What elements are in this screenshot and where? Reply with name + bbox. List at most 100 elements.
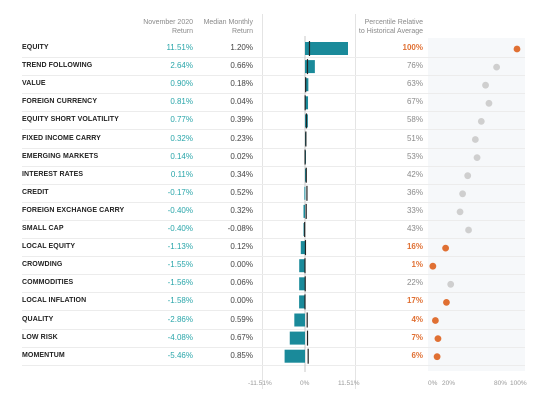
- percentile-dot: [456, 208, 464, 216]
- factor-name: EQUITY: [22, 44, 49, 51]
- row-divider: [22, 364, 525, 366]
- return-bar: [299, 295, 305, 309]
- row-divider: [22, 328, 525, 330]
- median-return-value: 0.12%: [230, 242, 253, 252]
- return-value: 0.14%: [170, 151, 193, 161]
- return-value: 11.51%: [166, 43, 193, 52]
- factor-name: FIXED INCOME CARRY: [22, 134, 101, 142]
- percentile-column-header: Percentile Relative to Historical Averag…: [330, 18, 423, 36]
- factor-name: FOREIGN EXCHANGE CARRY: [22, 206, 125, 214]
- median-return-value: 0.23%: [230, 133, 253, 143]
- bar-axis-tick-min: -11.51%: [248, 380, 272, 387]
- row-divider: [22, 346, 525, 348]
- percentile-value: 42%: [406, 169, 423, 179]
- median-return-value: 0.32%: [230, 205, 253, 215]
- percentile-dot: [442, 244, 449, 252]
- return-bar: [305, 78, 309, 92]
- factor-name: FOREIGN CURRENCY: [22, 98, 98, 106]
- median-return-value: 0.59%: [230, 314, 253, 324]
- median-return-value: 0.85%: [230, 350, 253, 360]
- table-row: COMMODITIES -1.56% 0.06% 22%: [0, 275, 547, 294]
- return-bar: [289, 331, 305, 345]
- median-return-value: 0.02%: [230, 151, 253, 161]
- percentile-value: 4%: [411, 314, 423, 324]
- percentile-value: 51%: [406, 133, 423, 143]
- median-column-header: Median Monthly Return: [200, 18, 253, 36]
- return-value: 0.77%: [170, 115, 193, 125]
- percentile-dot: [471, 136, 479, 143]
- percentile-value: 17%: [406, 296, 423, 306]
- factor-name: LOCAL EQUITY: [22, 243, 76, 251]
- percentile-value: 100%: [402, 43, 423, 52]
- table-row: EQUITY 11.51% 1.20% 100%: [0, 40, 547, 58]
- factor-name: COMMODITIES: [22, 279, 74, 287]
- median-header-line2: Return: [231, 28, 253, 35]
- return-bar: [305, 42, 348, 55]
- percentile-value: 76%: [406, 61, 423, 71]
- factor-name: LOCAL INFLATION: [22, 297, 87, 305]
- row-divider: [22, 219, 525, 221]
- row-divider: [22, 292, 525, 294]
- factor-name: VALUE: [22, 80, 46, 88]
- percentile-header-line1: Percentile Relative: [364, 19, 423, 26]
- column-divider: [262, 14, 263, 389]
- percentile-dot: [447, 280, 455, 288]
- percentile-dot: [464, 172, 472, 180]
- return-value: 2.64%: [170, 61, 193, 71]
- return-value: 0.90%: [170, 79, 193, 89]
- pct-axis-tick-80: 80%: [494, 380, 508, 387]
- factor-name: SMALL CAP: [22, 225, 64, 232]
- return-value: -5.46%: [167, 350, 193, 360]
- return-bar: [305, 96, 309, 110]
- table-row: LOCAL INFLATION -1.58% 0.00% 17%: [0, 293, 547, 312]
- factor-name: QUALITY: [22, 315, 54, 323]
- factor-name: MOMENTUM: [22, 351, 65, 359]
- row-divider: [22, 75, 525, 77]
- row-divider: [22, 183, 525, 185]
- return-value: 0.11%: [170, 169, 193, 179]
- percentile-dot: [477, 118, 485, 125]
- row-divider: [22, 57, 525, 58]
- row-divider: [22, 310, 525, 312]
- row-divider: [22, 256, 525, 258]
- percentile-dot: [443, 299, 450, 306]
- return-bar: [294, 313, 305, 327]
- table-row: FIXED INCOME CARRY 0.32% 0.23% 51%: [0, 131, 547, 149]
- return-value: -0.40%: [167, 205, 193, 215]
- return-value: -4.08%: [167, 332, 193, 342]
- table-row: INTEREST RATES 0.11% 0.34% 42%: [0, 167, 547, 185]
- row-divider: [22, 274, 525, 276]
- table-row: MOMENTUM -5.46% 0.85% 6%: [0, 348, 547, 366]
- table-row: LOCAL EQUITY -1.13% 0.12% 16%: [0, 239, 547, 258]
- row-divider: [22, 201, 525, 203]
- percentile-value: 58%: [406, 115, 423, 125]
- percentile-value: 67%: [406, 97, 423, 107]
- table-row: FOREIGN EXCHANGE CARRY -0.40% 0.32% 33%: [0, 203, 547, 221]
- return-bar: [300, 241, 305, 255]
- median-header-line1: Median Monthly: [203, 19, 253, 26]
- percentile-dot: [429, 262, 437, 270]
- percentile-dot: [433, 353, 441, 361]
- percentile-dot: [493, 63, 500, 71]
- median-return-value: -0.08%: [227, 224, 253, 233]
- median-return-value: 0.67%: [230, 332, 253, 342]
- pct-axis-tick-20: 20%: [442, 380, 456, 387]
- return-bar: [305, 60, 315, 74]
- percentile-value: 16%: [406, 242, 423, 252]
- table-row: CROWDING -1.55% 0.00% 1%: [0, 257, 547, 276]
- pct-axis-tick-0: 0%: [428, 380, 438, 387]
- factor-name: LOW RISK: [22, 333, 58, 341]
- percentile-header-line2: to Historical Average: [358, 28, 423, 35]
- median-return-value: 0.06%: [230, 278, 253, 288]
- return-header-line1: November 2020: [143, 19, 193, 26]
- return-bar: [299, 277, 305, 291]
- return-value: -1.56%: [167, 278, 193, 288]
- row-divider: [22, 111, 525, 113]
- return-bar: [284, 349, 305, 363]
- percentile-dot: [465, 226, 472, 234]
- factor-name: INTEREST RATES: [22, 170, 84, 178]
- return-header-line2: Return: [171, 28, 193, 35]
- factor-name: CREDIT: [22, 188, 49, 196]
- row-divider: [22, 147, 525, 149]
